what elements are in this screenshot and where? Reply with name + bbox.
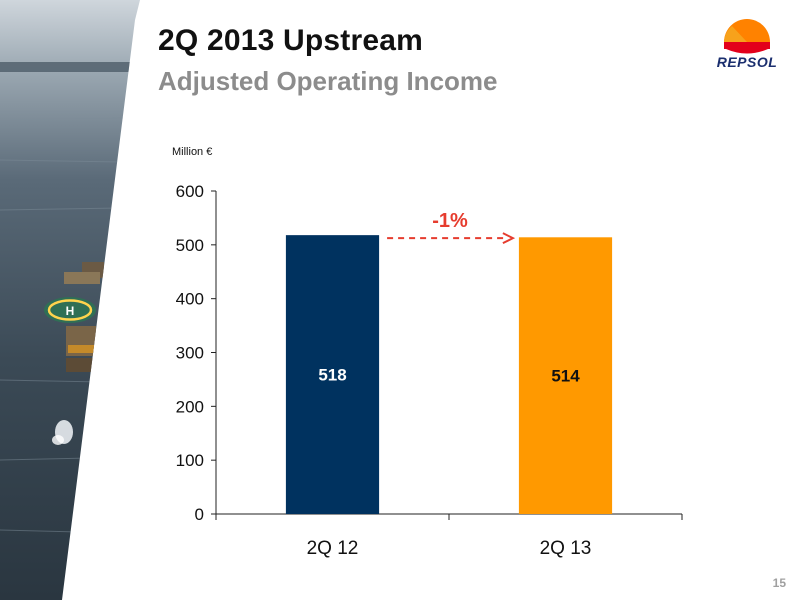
helipad-marker: H [66, 304, 75, 318]
x-category-label: 2Q 13 [540, 538, 592, 559]
x-category-label: 2Q 12 [307, 538, 359, 559]
y-tick-label: 100 [176, 451, 204, 470]
y-tick-label: 400 [176, 290, 204, 309]
unit-label: Million € [172, 146, 213, 158]
y-tick-label: 200 [176, 397, 204, 416]
bar-data-label: 514 [551, 367, 580, 386]
slide-title: 2Q 2013 Upstream [158, 24, 424, 57]
repsol-logo-icon [724, 19, 770, 54]
logo-wordmark: REPSOL [716, 54, 778, 70]
slide-subtitle: Adjusted Operating Income [158, 66, 498, 96]
change-arrow-head [502, 232, 516, 245]
offshore-platform-icon: H [44, 262, 104, 372]
bar-data-label: 518 [318, 366, 346, 385]
y-tick-label: 500 [176, 236, 204, 255]
change-annotation-label: -1% [432, 210, 468, 232]
page-number: 15 [772, 576, 786, 590]
y-tick-label: 300 [176, 344, 204, 363]
y-tick-label: 0 [195, 505, 204, 524]
bar [518, 237, 613, 514]
bar-chart: 0 100 200 300 400 500 600 2Q 12 2Q 13 518 514 -1… [176, 182, 683, 559]
y-tick-label: 600 [176, 182, 204, 201]
bar [285, 235, 380, 514]
